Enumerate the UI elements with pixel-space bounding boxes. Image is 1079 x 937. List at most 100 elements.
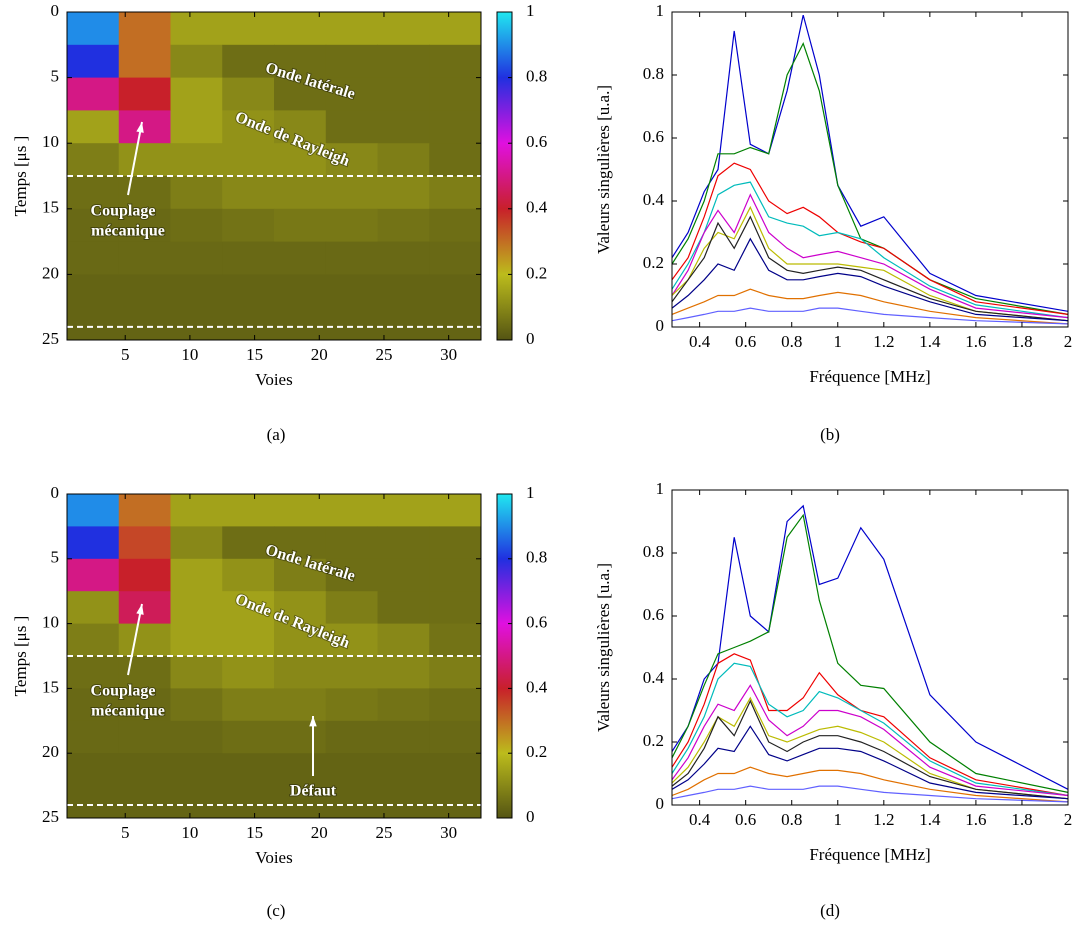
heat-cell: [118, 753, 171, 787]
series-line: [672, 215, 1068, 322]
heat-cell: [274, 77, 327, 111]
heat-cell: [377, 208, 430, 243]
heat-cell: [274, 274, 327, 308]
heat-cell: [170, 753, 223, 787]
x-tick-label: 5: [121, 345, 130, 364]
annotation: mécanique: [91, 223, 165, 240]
heat-cell: [377, 44, 430, 79]
heat-cell: [274, 753, 327, 787]
colorbar-tick-label: 0.6: [526, 132, 547, 151]
heat-cell: [67, 241, 120, 275]
heat-cell: [118, 12, 171, 46]
heat-cell: [118, 688, 171, 722]
series-line: [672, 288, 1068, 325]
heat-cell: [274, 623, 327, 657]
heat-cell: [118, 656, 171, 689]
heat-cell: [67, 12, 120, 46]
heat-cell: [325, 656, 378, 689]
heat-cell: [325, 307, 378, 341]
heat-cell: [170, 44, 223, 79]
series-line: [672, 785, 1068, 803]
heat-cell: [170, 785, 223, 819]
heat-cell: [274, 720, 327, 754]
y-tick-label: 1: [656, 479, 665, 498]
heat-cell: [170, 241, 223, 275]
y-axis-label: Valeurs singulières [u.a.]: [594, 85, 613, 254]
y-tick-label: 0.6: [643, 605, 664, 624]
heat-cell: [222, 274, 275, 308]
heat-cell: [170, 688, 223, 722]
heat-cell: [274, 143, 327, 177]
annotation: Couplage: [91, 683, 156, 700]
heat-cell: [222, 110, 275, 144]
series-line: [672, 237, 1068, 322]
y-tick-label: 25: [42, 807, 59, 826]
heat-cell: [429, 494, 482, 527]
heat-cell: [222, 526, 275, 560]
colorbar-tick-label: 0.4: [526, 198, 548, 217]
x-tick-label: 10: [181, 823, 198, 842]
arrow: [127, 121, 143, 196]
heat-cell: [67, 591, 120, 625]
heat-cell: [377, 558, 430, 592]
plot-frame: [671, 489, 1069, 806]
series-line: [672, 162, 1068, 315]
heat-cell: [325, 176, 378, 210]
series-line: [672, 766, 1068, 803]
heat-cell: [67, 494, 120, 527]
heat-cell: [377, 307, 430, 341]
heat-cell: [325, 591, 378, 625]
heat-cell: [170, 526, 223, 560]
heat-cell: [325, 623, 378, 657]
heat-cell: [377, 241, 430, 275]
heat-cell: [67, 143, 120, 177]
heat-cell: [325, 77, 378, 111]
heat-cell: [429, 241, 482, 275]
heat-cell: [429, 526, 482, 560]
heat-cell: [377, 623, 430, 657]
x-tick-label: 1.6: [965, 810, 986, 829]
x-tick-label: 1.4: [919, 810, 941, 829]
heat-cell: [429, 77, 482, 111]
x-tick-label: 2: [1064, 810, 1073, 829]
heat-cell: [67, 753, 120, 787]
heat-cell: [170, 591, 223, 625]
heat-cell: [118, 110, 171, 144]
series-line: [672, 513, 1068, 793]
colorbar-tick-label: 0.2: [526, 263, 547, 282]
y-tick-label: 1: [656, 1, 665, 20]
heat-cell: [325, 720, 378, 754]
heat-cell: [274, 494, 327, 527]
heat-cell: [222, 688, 275, 722]
heat-cell: [67, 688, 120, 722]
heat-cell: [222, 656, 275, 689]
colorbar-tick-label: 0: [526, 807, 535, 826]
x-tick-label: 1.8: [1011, 332, 1032, 351]
line-panel: 0.4 0.6 0.8 1 1.2 1.4 1.6 1.8 2 0 0.2 0.4 0.6 0.8 1 Fré…: [594, 1, 1072, 444]
heat-cell: [170, 208, 223, 243]
colorbar-tick-label: 0.4: [526, 677, 548, 696]
heat-cell: [325, 241, 378, 275]
series-line: [672, 662, 1068, 797]
heat-cell: [170, 494, 223, 527]
series-line: [672, 181, 1068, 319]
heat-cell: [67, 208, 120, 243]
heat-cell: [377, 720, 430, 754]
y-tick-label: 0.2: [643, 731, 664, 750]
heat-cell: [67, 307, 120, 341]
arrow-head: [136, 122, 144, 133]
x-tick-label: 0.4: [689, 810, 711, 829]
heat-cell: [325, 688, 378, 722]
heat-cell: [170, 110, 223, 144]
y-tick-label: 0: [656, 316, 665, 335]
heat-cell: [429, 720, 482, 754]
colorbar: [496, 493, 513, 819]
heat-cell: [377, 12, 430, 46]
x-tick-label: 10: [181, 345, 198, 364]
heat-cell: [429, 176, 482, 210]
y-tick-label: 5: [51, 548, 60, 567]
heat-cell: [274, 656, 327, 689]
heat-cell: [325, 12, 378, 46]
heat-cell: [429, 591, 482, 625]
heat-cell: [222, 785, 275, 819]
